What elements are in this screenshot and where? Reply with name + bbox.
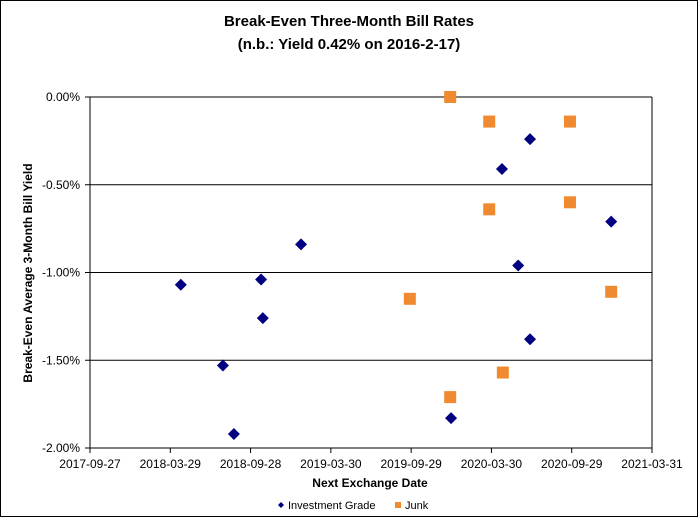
investment-grade-point bbox=[255, 273, 268, 286]
junk-point bbox=[483, 203, 496, 216]
legend-junk: Junk bbox=[405, 500, 429, 512]
legend-square-icon bbox=[395, 502, 401, 508]
legend: Investment Grade Junk bbox=[278, 500, 429, 512]
x-tick-label: 2020-03-30 bbox=[461, 457, 523, 471]
y-tick-label: -2.00% bbox=[42, 441, 80, 455]
chart-subtitle: (n.b.: Yield 0.42% on 2016-2-17) bbox=[238, 36, 461, 53]
investment-grade-point bbox=[445, 412, 458, 425]
x-tick-label: 2018-09-28 bbox=[220, 457, 282, 471]
x-tick-label: 2019-09-29 bbox=[380, 457, 442, 471]
investment-grade-point bbox=[227, 427, 240, 440]
junk-point bbox=[444, 391, 457, 404]
investment-grade-point bbox=[174, 278, 187, 291]
y-tick-label: 0.00% bbox=[46, 90, 80, 104]
x-tick-label: 2019-03-30 bbox=[300, 457, 362, 471]
junk-point bbox=[563, 115, 576, 128]
investment-grade-point bbox=[295, 238, 308, 251]
chart-title: Break-Even Three-Month Bill Rates bbox=[224, 13, 474, 30]
junk-point bbox=[496, 366, 509, 379]
junk-point bbox=[444, 91, 457, 103]
investment-grade-point bbox=[524, 133, 537, 146]
y-tick-label: -0.50% bbox=[42, 178, 80, 192]
investment-grade-point bbox=[216, 359, 229, 372]
junk-point bbox=[483, 115, 496, 128]
x-tick-label: 2020-09-29 bbox=[541, 457, 603, 471]
investment-grade-point bbox=[256, 312, 269, 325]
x-tick-label: 2021-03-31 bbox=[621, 457, 683, 471]
x-tick-label: 2017-09-27 bbox=[59, 457, 121, 471]
junk-point bbox=[563, 196, 576, 209]
investment-grade-point bbox=[495, 162, 508, 175]
x-axis-label: Next Exchange Date bbox=[312, 476, 428, 490]
y-tick-label: -1.50% bbox=[42, 353, 80, 367]
junk-point bbox=[605, 285, 618, 298]
legend-investment-grade: Investment Grade bbox=[288, 500, 375, 512]
investment-grade-point bbox=[512, 259, 525, 272]
junk-point bbox=[403, 292, 416, 305]
y-axis-label: Break-Even Average 3-Month Bill Yield bbox=[21, 163, 35, 382]
investment-grade-point bbox=[605, 215, 618, 228]
legend-diamond-icon bbox=[278, 502, 284, 508]
y-tick-label: -1.00% bbox=[42, 266, 80, 280]
x-tick-label: 2018-03-29 bbox=[140, 457, 202, 471]
investment-grade-point bbox=[524, 333, 537, 346]
